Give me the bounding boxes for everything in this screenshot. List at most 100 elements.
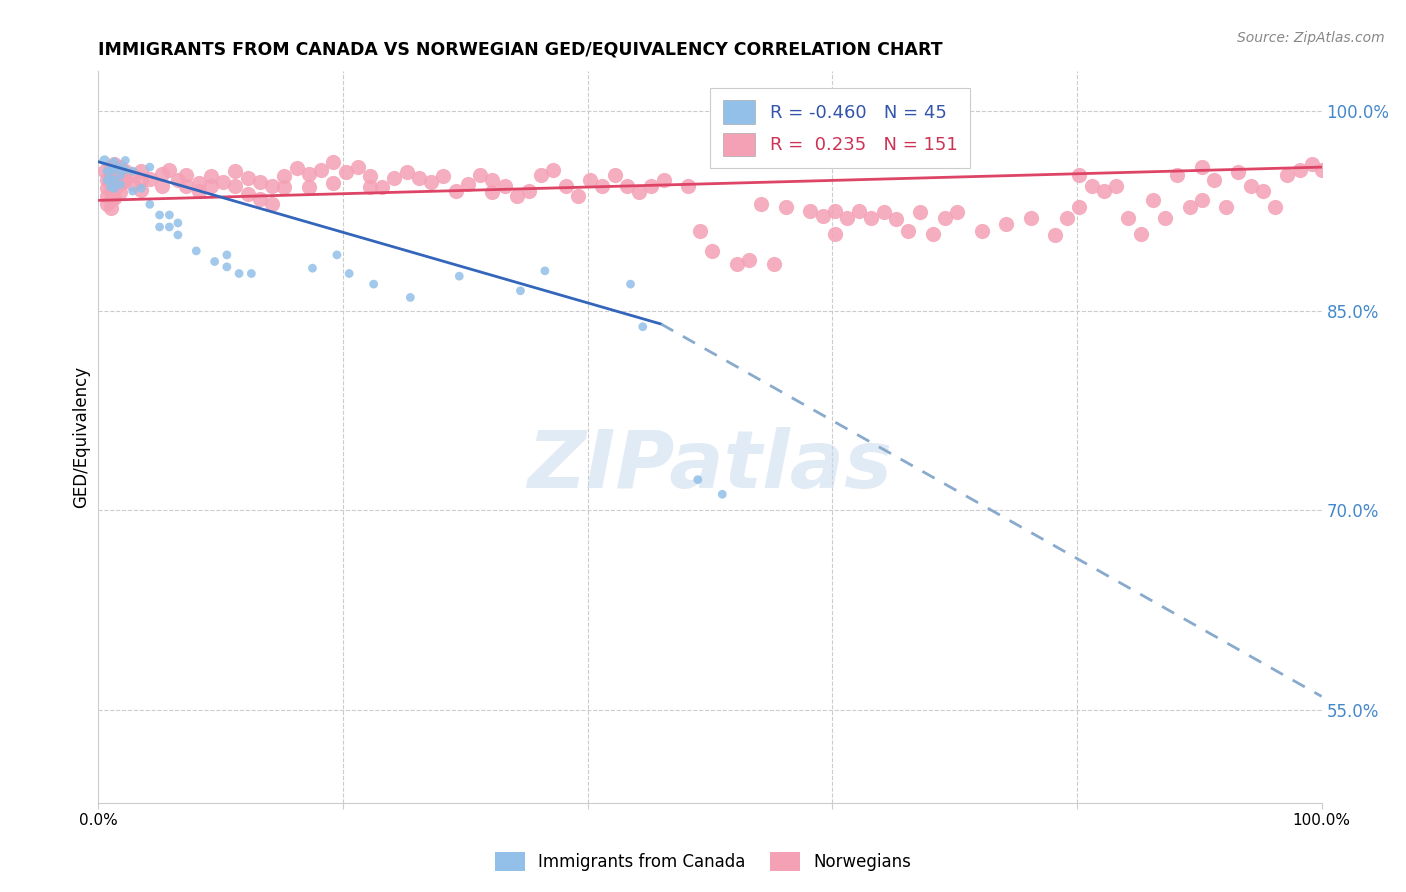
Point — [186, 244, 208, 258]
Point — [506, 189, 529, 203]
Point — [103, 154, 125, 169]
Point — [100, 180, 122, 194]
Point — [110, 168, 132, 182]
Point — [262, 178, 284, 193]
Point — [103, 191, 125, 205]
Point — [273, 180, 295, 194]
Point — [326, 248, 349, 262]
Point — [93, 153, 115, 168]
Point — [103, 183, 125, 197]
Point — [824, 227, 846, 241]
Point — [204, 254, 226, 268]
Point — [530, 168, 553, 182]
Point — [200, 178, 222, 193]
Point — [236, 186, 259, 201]
Point — [579, 173, 602, 187]
Point — [157, 219, 180, 234]
Point — [322, 176, 344, 190]
Point — [93, 164, 115, 178]
Point — [149, 208, 172, 222]
Point — [676, 178, 699, 193]
Point — [309, 162, 332, 177]
Point — [711, 487, 734, 501]
Legend: Immigrants from Canada, Norwegians: Immigrants from Canada, Norwegians — [486, 843, 920, 880]
Point — [408, 170, 430, 185]
Point — [686, 473, 709, 487]
Point — [702, 244, 724, 258]
Point — [103, 157, 125, 171]
Text: ZIPatlas: ZIPatlas — [527, 427, 893, 506]
Point — [103, 165, 125, 179]
Point — [1080, 178, 1102, 193]
Point — [1310, 162, 1333, 177]
Point — [224, 178, 246, 193]
Point — [910, 205, 932, 219]
Point — [1301, 157, 1323, 171]
Point — [149, 219, 172, 234]
Point — [96, 197, 118, 211]
Point — [110, 186, 132, 200]
Point — [110, 160, 132, 174]
Point — [100, 160, 122, 174]
Point — [811, 210, 834, 224]
Point — [799, 204, 821, 219]
Point — [224, 164, 246, 178]
Point — [481, 173, 503, 187]
Point — [298, 167, 321, 181]
Point — [1202, 173, 1225, 187]
Point — [1277, 168, 1299, 182]
Legend: R = -0.460   N = 45, R =  0.235   N = 151: R = -0.460 N = 45, R = 0.235 N = 151 — [710, 87, 970, 169]
Point — [897, 224, 920, 238]
Point — [619, 277, 641, 292]
Point — [212, 175, 235, 189]
Point — [873, 205, 896, 219]
Point — [114, 173, 136, 187]
Point — [96, 173, 118, 187]
Point — [103, 162, 125, 177]
Point — [103, 173, 125, 187]
Text: IMMIGRANTS FROM CANADA VS NORWEGIAN GED/EQUIVALENCY CORRELATION CHART: IMMIGRANTS FROM CANADA VS NORWEGIAN GED/… — [98, 40, 943, 58]
Point — [129, 173, 152, 187]
Point — [187, 176, 209, 190]
Point — [509, 284, 531, 298]
Point — [481, 186, 503, 200]
Point — [150, 167, 173, 181]
Point — [517, 184, 540, 198]
Point — [96, 164, 118, 178]
Point — [934, 211, 956, 225]
Point — [432, 169, 454, 184]
Point — [322, 154, 344, 169]
Point — [640, 178, 662, 193]
Point — [114, 162, 136, 177]
Point — [110, 178, 132, 192]
Point — [215, 248, 238, 262]
Point — [371, 180, 394, 194]
Point — [240, 267, 263, 281]
Point — [725, 257, 748, 271]
Point — [1264, 200, 1286, 214]
Point — [628, 186, 651, 200]
Point — [751, 197, 773, 211]
Point — [157, 208, 180, 222]
Point — [762, 257, 785, 271]
Point — [100, 176, 122, 190]
Point — [494, 178, 516, 193]
Point — [395, 165, 418, 179]
Point — [176, 168, 198, 182]
Point — [167, 216, 190, 230]
Point — [689, 224, 711, 238]
Point — [100, 202, 122, 216]
Point — [176, 178, 198, 193]
Point — [1227, 165, 1250, 179]
Point — [1215, 200, 1237, 214]
Point — [652, 173, 675, 187]
Point — [457, 178, 479, 192]
Point — [298, 180, 321, 194]
Point — [1069, 168, 1091, 182]
Point — [1191, 160, 1213, 174]
Point — [468, 168, 491, 182]
Point — [449, 269, 471, 284]
Point — [534, 264, 557, 278]
Point — [848, 204, 870, 219]
Point — [567, 189, 589, 203]
